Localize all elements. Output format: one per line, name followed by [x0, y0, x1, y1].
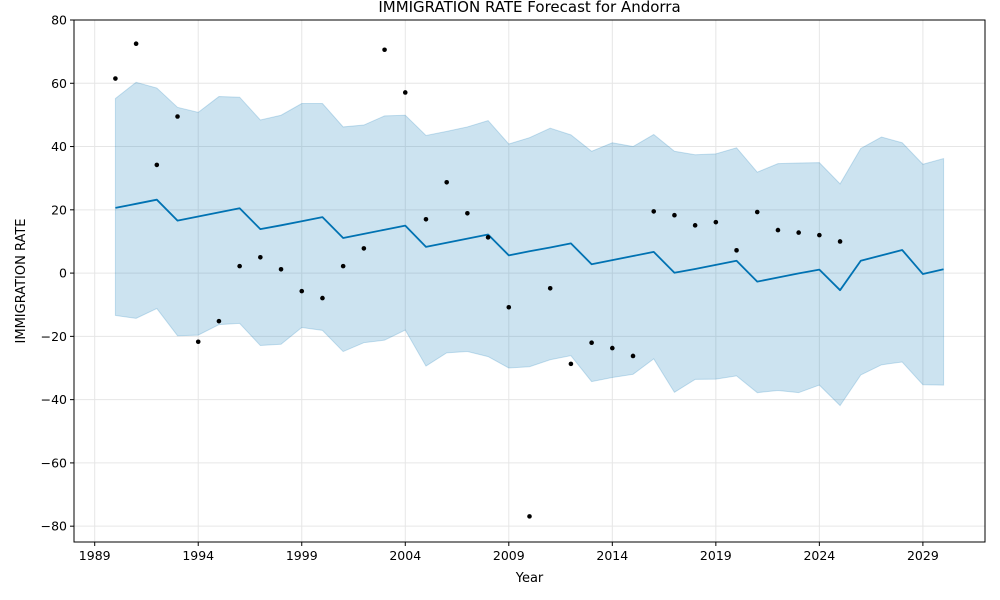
y-tick-label: 80 [51, 13, 67, 28]
x-tick-label: 2019 [700, 548, 732, 563]
observed-point [258, 254, 263, 260]
x-axis-title: Year [515, 571, 544, 586]
x-tick-label: 2009 [493, 548, 525, 563]
observed-point [465, 210, 470, 216]
observed-point [651, 209, 657, 214]
observed-point [154, 162, 160, 168]
observed-point [672, 212, 677, 218]
y-axis-ticks: 80 60 40 20 0 −20 −40 −60 −80 [41, 13, 74, 534]
observed-point [299, 288, 305, 294]
uncertainty-band [114, 81, 945, 407]
x-tick-label: 2004 [389, 548, 421, 563]
plot-frame [73, 19, 986, 543]
observed-point [713, 219, 719, 225]
observed-point [361, 246, 367, 251]
observed-point [547, 285, 553, 291]
y-tick-label: −80 [41, 519, 67, 534]
observed-point [589, 340, 594, 345]
observed-point [133, 41, 139, 47]
forecast-line-group [115, 198, 944, 292]
observed-point [402, 90, 408, 95]
observed-point [817, 232, 822, 238]
observed-point [382, 47, 387, 53]
observed-point [195, 339, 201, 345]
y-tick-label: −20 [41, 329, 67, 344]
y-tick-label: 20 [51, 202, 67, 217]
observed-point [796, 230, 801, 235]
observed-point [734, 248, 739, 253]
x-tick-label: 1989 [79, 548, 111, 563]
x-tick-label: 1999 [286, 548, 318, 563]
x-axis-ticks: 1989 1994 1999 2004 2009 2014 2019 2024 2029 [79, 542, 939, 563]
y-tick-label: −60 [41, 455, 67, 470]
observed-point [113, 76, 118, 81]
chart-title: IMMIGRATION RATE Forecast for Andorra [378, 0, 680, 16]
x-tick-label: 2024 [803, 548, 835, 563]
observed-point [320, 295, 325, 301]
observed-point [610, 345, 615, 351]
y-tick-label: 60 [51, 76, 67, 91]
observed-point [527, 514, 532, 519]
y-tick-label: −40 [41, 392, 67, 407]
observed-point [506, 304, 512, 310]
x-tick-label: 2029 [907, 548, 939, 563]
observed-point [175, 114, 180, 119]
observed-point [837, 239, 843, 244]
observed-point [775, 227, 781, 233]
confidence-interval-area [114, 81, 945, 407]
observed-point [216, 318, 222, 324]
observed-point [423, 217, 429, 222]
observed-point [630, 353, 636, 359]
observed-points [113, 41, 843, 519]
y-tick-label: 40 [51, 139, 67, 154]
observed-point [692, 223, 698, 228]
observed-point [340, 263, 346, 269]
y-axis-title: IMMIGRATION RATE [14, 219, 29, 344]
observed-point [485, 235, 491, 240]
y-tick-label: 0 [59, 266, 67, 281]
observed-point [237, 263, 242, 269]
forecast-line [115, 198, 944, 292]
x-tick-label: 2014 [596, 548, 628, 563]
observed-point [444, 179, 449, 185]
observed-point [278, 266, 284, 272]
x-tick-label: 1994 [182, 548, 214, 563]
observed-point [568, 361, 574, 367]
observed-point [754, 209, 760, 215]
